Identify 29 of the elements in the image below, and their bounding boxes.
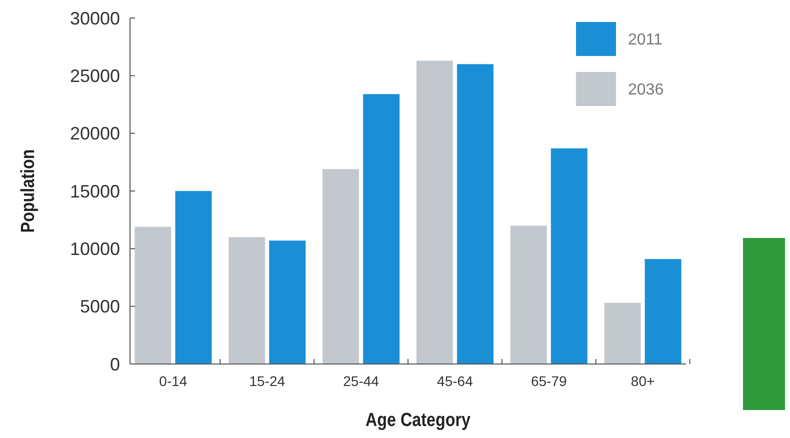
y-tick-label: 20000 [70,124,120,144]
x-tick-label: 15-24 [249,373,286,389]
y-axis-title: Population [16,149,38,233]
y-tick-label: 10000 [70,238,120,259]
x-tick-label: 80+ [630,373,655,389]
bar [322,169,360,364]
bar [604,302,641,364]
bar [269,240,306,364]
x-tick-label: 65-79 [530,373,567,389]
bar [175,191,212,364]
x-tick-label: 45-64 [437,373,474,389]
x-tick-label: 25-44 [343,373,380,389]
y-tick-label: 25000 [70,66,120,86]
y-tick-label: 5000 [80,296,120,317]
bar [550,148,588,364]
y-tick-label: 30000 [70,8,120,28]
y-tick-label: 0 [110,354,120,374]
x-axis-title: Age Category [366,408,471,430]
legend-label: 2011 [628,32,663,49]
y-tick-label: 15000 [70,181,120,202]
bar [456,64,494,364]
bar [644,259,682,364]
bar [228,237,266,364]
legend-label: 2036 [628,82,664,99]
x-tick-label: 0-14 [159,373,188,389]
bar [134,226,172,364]
bar [416,60,453,364]
bar [510,226,547,364]
bar [363,94,400,364]
